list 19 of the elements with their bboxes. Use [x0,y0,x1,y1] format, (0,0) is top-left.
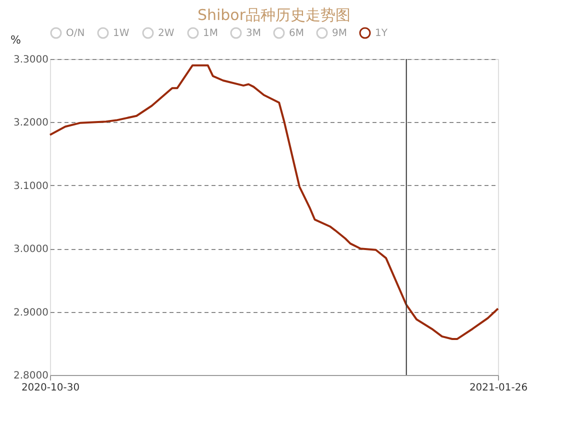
legend-label: O/N [66,28,85,39]
legend-label: 2W [158,28,174,39]
y-tick-label: 2.8000 [14,370,48,382]
y-tick-label: 3.2000 [14,118,48,129]
x-tick-label: 2020-10-30 [21,382,80,394]
y-axis-title: % [10,34,21,46]
y-tick-label: 2.9000 [14,307,48,318]
legend-label: 6M [289,28,304,39]
legend-label: 1Y [375,28,388,39]
x-tick-label: 2021-01-26 [469,382,528,394]
y-tick-label: 3.0000 [14,244,48,256]
legend-label: 9M [332,28,347,39]
legend-label: 1M [203,28,218,39]
legend-label: 1W [113,28,130,39]
legend-label: 3M [246,28,261,39]
chart-title: Shibor品种历史走势图 [197,6,351,24]
y-tick-label: 3.1000 [14,180,48,192]
line-series [49,64,499,340]
y-tick-label: 3.3000 [14,54,48,66]
